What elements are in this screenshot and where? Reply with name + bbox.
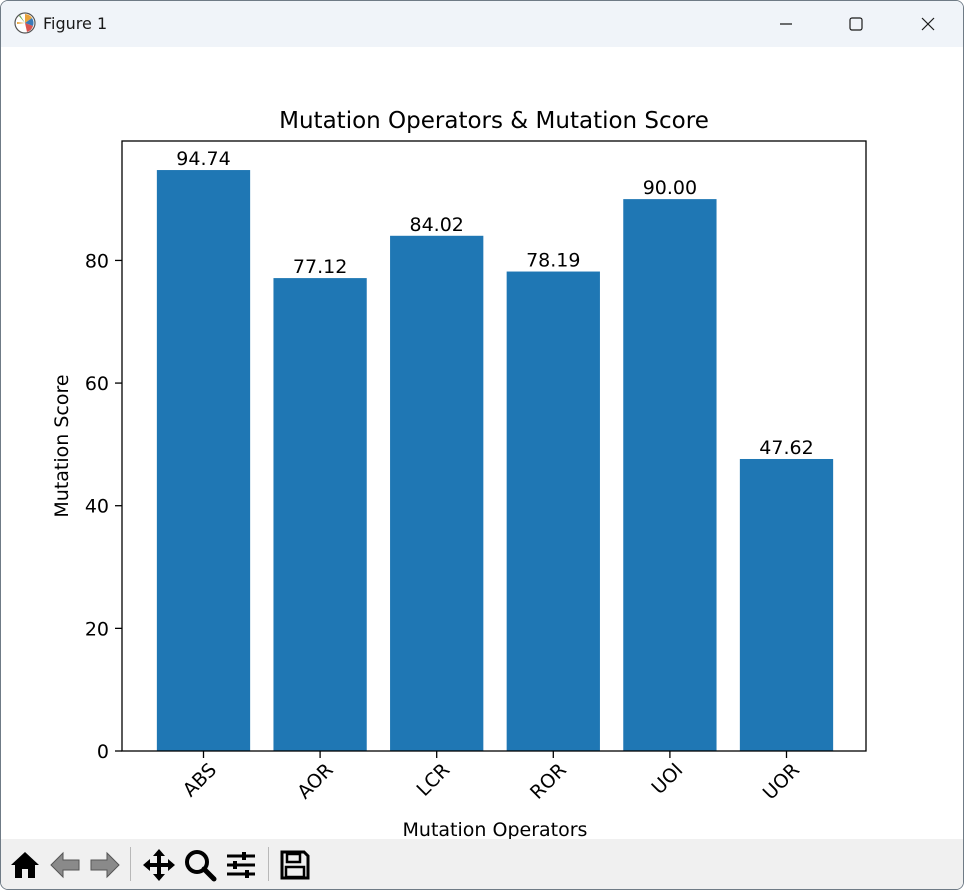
y-axis-label: Mutation Score [51, 374, 73, 517]
x-tick-label: LCR [412, 759, 454, 801]
save-button[interactable] [277, 847, 313, 883]
bar-ror [506, 271, 600, 751]
maximize-button[interactable] [821, 1, 891, 47]
maximize-icon [849, 17, 863, 31]
back-button[interactable] [47, 847, 83, 883]
configure-subplots-button[interactable] [223, 847, 259, 883]
y-tick-label: 0 [97, 741, 109, 763]
figure-canvas[interactable]: Mutation Operators & Mutation Score 94.7… [1, 47, 963, 841]
bar-value-label: 84.02 [409, 214, 463, 236]
minimize-button[interactable] [751, 1, 821, 47]
navigation-toolbar [1, 839, 963, 889]
bar-abs [156, 170, 251, 752]
bar-value-label: 78.19 [526, 250, 580, 272]
bar-value-label: 77.12 [293, 256, 347, 278]
x-tick-label: UOI [648, 759, 688, 799]
close-icon [921, 17, 935, 31]
back-arrow-icon [50, 851, 80, 879]
bar-uoi [623, 199, 717, 751]
y-tick-label: 60 [85, 373, 109, 395]
plot-area-frame [121, 140, 867, 752]
forward-button[interactable] [87, 847, 123, 883]
bar-value-label: 47.62 [759, 437, 813, 459]
zoom-button[interactable] [182, 847, 218, 883]
bar-aor [273, 278, 367, 751]
configure-subplots-icon [227, 852, 255, 878]
x-tick-label: AOR [293, 759, 337, 803]
x-tick-label: ABS [179, 759, 221, 801]
pan-button[interactable] [141, 847, 177, 883]
bar-lcr [390, 235, 484, 751]
bars-layer [156, 170, 834, 752]
x-tick-label: UOR [759, 759, 804, 804]
x-tick-label: ROR [526, 759, 571, 804]
x-axis: ABS AOR LCR ROR UOI UOR [179, 751, 804, 804]
forward-arrow-icon [90, 851, 120, 879]
chart-title: Mutation Operators & Mutation Score [279, 108, 709, 134]
pan-move-icon [143, 849, 175, 881]
bar-value-label: 94.74 [176, 148, 230, 170]
y-tick-label: 80 [85, 250, 109, 272]
window-title: Figure 1 [43, 14, 108, 33]
toolbar-separator [268, 847, 269, 881]
bar-value-label: 90.00 [643, 177, 697, 199]
bar-uor [739, 458, 834, 751]
bar-chart: Mutation Operators & Mutation Score 94.7… [51, 108, 867, 841]
zoom-magnifier-icon [185, 850, 217, 882]
toolbar-separator [130, 847, 131, 881]
y-axis: 0 20 40 60 80 [85, 250, 122, 763]
home-icon [11, 852, 39, 878]
title-bar[interactable]: Figure 1 [1, 1, 963, 47]
close-button[interactable] [893, 1, 963, 47]
x-axis-label: Mutation Operators [403, 819, 588, 839]
save-floppy-icon [280, 850, 310, 880]
y-tick-label: 40 [85, 496, 109, 518]
bar-value-labels: 94.74 77.12 84.02 78.19 90.00 47.62 [176, 148, 813, 459]
minimize-icon [780, 23, 792, 25]
matplotlib-logo-icon [14, 12, 36, 34]
y-tick-label: 20 [85, 618, 109, 640]
home-button[interactable] [7, 847, 43, 883]
